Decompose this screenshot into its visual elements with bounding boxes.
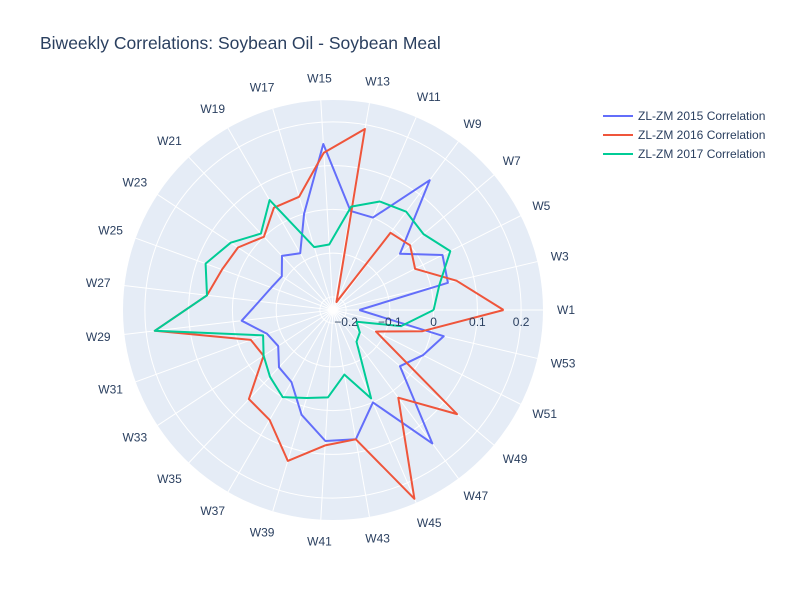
legend[interactable]: ZL-ZM 2015 Correlation ZL-ZM 2016 Correl… bbox=[603, 106, 765, 163]
angular-tick-label: W27 bbox=[86, 276, 111, 290]
angular-tick-label: W53 bbox=[551, 357, 576, 371]
radial-tick-label: 0 bbox=[430, 315, 437, 329]
angular-tick-label: W35 bbox=[157, 472, 182, 486]
angular-tick-label: W25 bbox=[98, 224, 123, 238]
radial-tick-label: 0.2 bbox=[513, 315, 530, 329]
radial-tick-label: 0.1 bbox=[469, 315, 486, 329]
angular-grid-line bbox=[332, 309, 370, 517]
legend-item-2016[interactable]: ZL-ZM 2016 Correlation bbox=[603, 125, 765, 144]
angular-tick-label: W13 bbox=[365, 75, 390, 89]
angular-grid-line bbox=[124, 285, 334, 311]
angular-grid-line bbox=[272, 309, 334, 512]
angular-grid-line bbox=[332, 174, 495, 311]
angular-tick-label: W45 bbox=[417, 516, 442, 530]
angular-grid-line bbox=[157, 194, 334, 311]
angular-tick-label: W7 bbox=[503, 154, 521, 168]
legend-item-2015[interactable]: ZL-ZM 2015 Correlation bbox=[603, 106, 765, 125]
angular-grid-line bbox=[332, 116, 417, 311]
angular-tick-label: W33 bbox=[122, 430, 147, 444]
radial-tick-label: −0.1 bbox=[378, 315, 402, 329]
angular-tick-label: W19 bbox=[200, 102, 225, 116]
polar-grid bbox=[124, 100, 543, 520]
angular-grid-line bbox=[332, 309, 459, 479]
angular-tick-label: W21 bbox=[157, 134, 182, 148]
angular-tick-label: W41 bbox=[307, 535, 332, 549]
angular-tick-label: W15 bbox=[307, 71, 332, 85]
legend-label-2017: ZL-ZM 2017 Correlation bbox=[638, 146, 766, 161]
angular-tick-label: W1 bbox=[557, 303, 575, 317]
angular-tick-label: W5 bbox=[532, 199, 550, 213]
angular-tick-label: W47 bbox=[464, 489, 489, 503]
angular-grid-line bbox=[227, 127, 334, 311]
angular-tick-label: W9 bbox=[464, 117, 482, 131]
angular-tick-label: W31 bbox=[98, 382, 123, 396]
angular-tick-label: W51 bbox=[532, 407, 557, 421]
angular-grid-line bbox=[135, 309, 334, 383]
angular-tick-label: W29 bbox=[86, 330, 111, 344]
angular-grid-line bbox=[157, 309, 334, 426]
radial-tick-label: −0.2 bbox=[334, 315, 358, 329]
angular-tick-label: W39 bbox=[250, 525, 275, 539]
angular-grid-line bbox=[332, 309, 521, 405]
angular-tick-label: W11 bbox=[417, 90, 441, 104]
legend-swatch-2017 bbox=[603, 152, 633, 155]
angular-tick-label: W3 bbox=[551, 249, 569, 263]
angular-tick-label: W43 bbox=[365, 531, 390, 545]
axis-labels: −0.2 −0.1 0 0.1 0.2 W1 W3 W5 W7 W9 W11 W13 W15 W17 W19… bbox=[86, 71, 576, 548]
angular-grid-line bbox=[332, 309, 417, 504]
angular-grid-line bbox=[332, 215, 521, 311]
angular-grid-line bbox=[332, 141, 459, 311]
series-layer[interactable] bbox=[153, 128, 505, 500]
legend-swatch-2016 bbox=[603, 133, 633, 136]
chart-title: Biweekly Correlations: Soybean Oil - Soy… bbox=[40, 33, 441, 53]
angular-tick-label: W49 bbox=[503, 452, 528, 466]
angular-grid-line bbox=[272, 108, 334, 311]
angular-tick-label: W37 bbox=[200, 504, 225, 518]
legend-swatch-2015 bbox=[603, 114, 633, 117]
angular-grid-line bbox=[320, 100, 334, 311]
angular-grid-line bbox=[188, 309, 334, 464]
angular-tick-label: W23 bbox=[122, 176, 147, 190]
angular-grid-line bbox=[320, 309, 334, 520]
legend-label-2015: ZL-ZM 2015 Correlation bbox=[638, 108, 766, 123]
angular-grid-line bbox=[135, 237, 334, 311]
legend-label-2016: ZL-ZM 2016 Correlation bbox=[638, 127, 766, 142]
angular-grid-line bbox=[227, 309, 334, 493]
angular-tick-label: W17 bbox=[250, 81, 275, 95]
legend-item-2017[interactable]: ZL-ZM 2017 Correlation bbox=[603, 144, 765, 163]
series-line-2017 bbox=[153, 199, 452, 400]
